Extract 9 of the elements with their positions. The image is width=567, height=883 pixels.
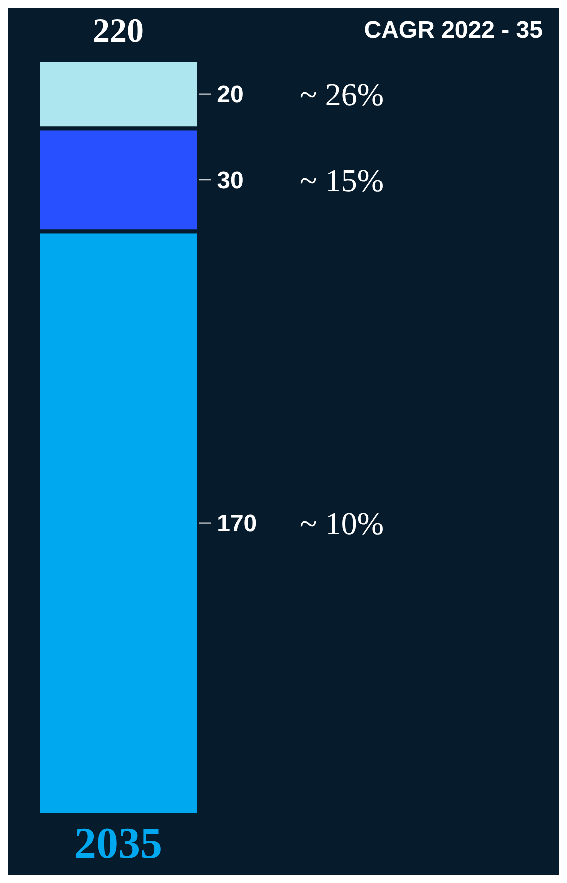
data-label: 30 (217, 168, 244, 195)
text: ~ 26% (300, 76, 384, 113)
total-label: 220 (93, 13, 144, 50)
text: ~ 10% (300, 505, 384, 542)
text: ~ 15% (300, 162, 384, 198)
text: CAGR 2022 - 35 (364, 17, 543, 44)
data-label: 20 (217, 82, 244, 109)
x-tick-label: 2035 (74, 819, 162, 868)
data-label: 170 (217, 510, 258, 538)
